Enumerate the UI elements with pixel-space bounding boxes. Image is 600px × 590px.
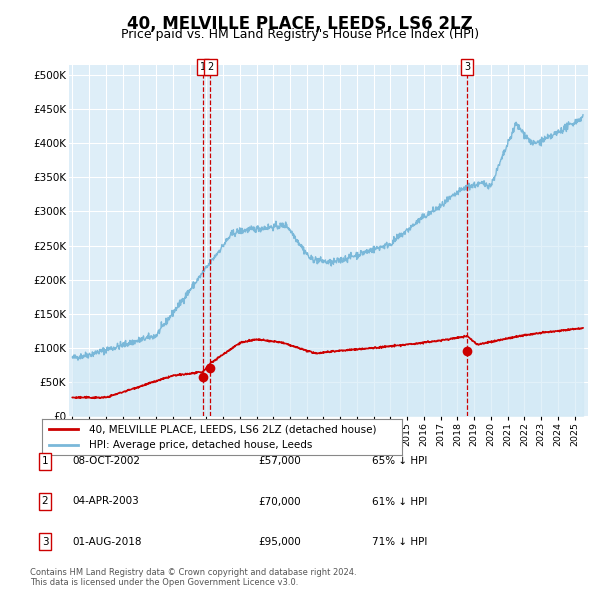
Text: 2: 2 (208, 62, 214, 72)
Text: 2: 2 (41, 497, 49, 506)
Text: 40, MELVILLE PLACE, LEEDS, LS6 2LZ: 40, MELVILLE PLACE, LEEDS, LS6 2LZ (127, 15, 473, 34)
Text: 3: 3 (41, 537, 49, 546)
Text: 65% ↓ HPI: 65% ↓ HPI (372, 457, 427, 466)
Text: 71% ↓ HPI: 71% ↓ HPI (372, 537, 427, 546)
Text: £70,000: £70,000 (258, 497, 301, 506)
Text: 1: 1 (41, 457, 49, 466)
Text: 04-APR-2003: 04-APR-2003 (72, 497, 139, 506)
Text: Contains HM Land Registry data © Crown copyright and database right 2024.
This d: Contains HM Land Registry data © Crown c… (30, 568, 356, 587)
Text: £57,000: £57,000 (258, 457, 301, 466)
Text: 1: 1 (200, 62, 206, 72)
Text: £95,000: £95,000 (258, 537, 301, 546)
Text: HPI: Average price, detached house, Leeds: HPI: Average price, detached house, Leed… (89, 440, 312, 450)
Text: 3: 3 (464, 62, 470, 72)
Text: 61% ↓ HPI: 61% ↓ HPI (372, 497, 427, 506)
Text: 08-OCT-2002: 08-OCT-2002 (72, 457, 140, 466)
Text: 01-AUG-2018: 01-AUG-2018 (72, 537, 142, 546)
Text: Price paid vs. HM Land Registry's House Price Index (HPI): Price paid vs. HM Land Registry's House … (121, 28, 479, 41)
Text: 40, MELVILLE PLACE, LEEDS, LS6 2LZ (detached house): 40, MELVILLE PLACE, LEEDS, LS6 2LZ (deta… (89, 424, 376, 434)
